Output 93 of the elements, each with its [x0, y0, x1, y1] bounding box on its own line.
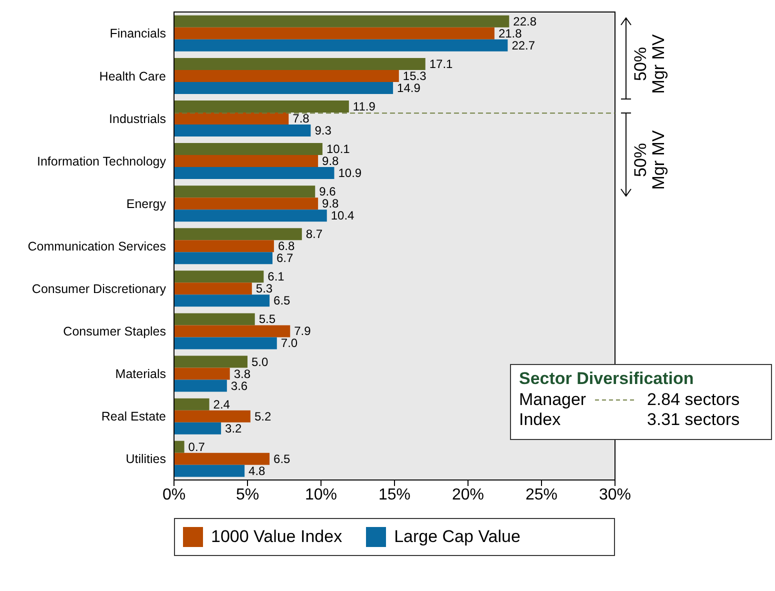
data-label: 10.4: [330, 208, 355, 223]
y-tick-label: Consumer Discretionary: [32, 282, 167, 296]
bar: [174, 82, 394, 94]
x-tick-label: 15%: [378, 486, 411, 504]
x-tick-label: 5%: [236, 486, 260, 504]
data-label: 9.3: [314, 123, 332, 138]
data-label: 5.5: [258, 312, 276, 326]
x-tick-label: 10%: [304, 486, 338, 504]
legend-label: Large Cap Value: [394, 527, 520, 547]
bar: [174, 380, 227, 392]
text: 50% Mgr MV: [631, 130, 668, 190]
data-label: 22.8: [513, 14, 537, 28]
data-label: 7.9: [294, 324, 312, 338]
annotation: Index: [519, 410, 562, 430]
bar: [174, 464, 245, 477]
data-label: 5.3: [256, 282, 273, 296]
data-label: 9.6: [319, 184, 336, 199]
bar: [174, 398, 210, 410]
bar: [174, 167, 334, 180]
data-label: 9.8: [322, 154, 340, 168]
bar: [174, 270, 264, 283]
bar: [174, 186, 316, 198]
data-label: 14.9: [397, 80, 421, 95]
data-label: 17.1: [429, 56, 454, 71]
data-label: 9.8: [322, 196, 340, 211]
bar: [174, 282, 252, 295]
bar: [174, 143, 322, 156]
y-tick-label: Industrials: [109, 112, 166, 126]
data-label: 22.7: [512, 38, 536, 52]
data-label: 10.1: [326, 142, 350, 156]
bar: [174, 410, 250, 422]
y-tick-label: Real Estate: [101, 410, 166, 424]
data-label: 6.7: [276, 251, 294, 266]
bar: [174, 422, 222, 434]
y-tick-label: Information Technology: [36, 154, 167, 168]
bar: [174, 100, 349, 112]
data-label: 11.9: [352, 99, 376, 114]
bar: [174, 452, 270, 465]
y-tick-label: Communication Services: [28, 239, 166, 254]
data-label: 5.0: [252, 354, 269, 369]
data-label: 6.8: [278, 239, 295, 254]
bar: [174, 325, 290, 338]
bar: [174, 337, 277, 350]
bar: [174, 39, 508, 52]
data-label: 5.2: [254, 409, 272, 424]
annotation: Sector Diversification: [519, 369, 695, 389]
bar: [174, 228, 302, 240]
legend-label: 1000 Value Index: [211, 527, 342, 547]
bar: [174, 240, 274, 252]
data-label: 2.4: [213, 397, 230, 412]
x-tick-label: 20%: [452, 486, 484, 504]
data-label: 3.8: [234, 366, 251, 381]
bar: [174, 15, 510, 28]
bar: [174, 155, 318, 168]
data-label: 0.7: [188, 440, 206, 454]
text: 3.31 sectors: [647, 410, 740, 430]
data-label: 6.5: [274, 452, 291, 466]
bar: [174, 58, 426, 70]
bar: [174, 368, 230, 380]
annotation: Manager: [519, 390, 588, 410]
bar: [174, 70, 399, 82]
bar: [174, 210, 327, 222]
data-label: 10.9: [338, 166, 362, 180]
bar: [174, 112, 289, 124]
data-label: 15.3: [402, 68, 427, 83]
bar: [174, 198, 318, 210]
x-tick-label: 30%: [598, 486, 632, 504]
data-label: 4.8: [248, 464, 266, 478]
bar: [174, 313, 255, 326]
y-tick-label: Consumer Staples: [63, 324, 166, 339]
y-tick-label: Financials: [110, 26, 166, 41]
bar: [174, 27, 494, 40]
x-tick-label: 0%: [162, 486, 186, 504]
bar: [174, 440, 184, 453]
data-label: 6.5: [274, 294, 291, 308]
y-tick-label: Energy: [126, 196, 167, 211]
data-label: 3.2: [225, 421, 242, 436]
bar: [174, 124, 311, 136]
bar: [174, 252, 272, 264]
bar: [174, 294, 270, 307]
data-label: 3.6: [230, 378, 248, 393]
data-label: 8.7: [306, 227, 323, 242]
y-tick-label: Health Care: [99, 69, 166, 84]
y-tick-label: Materials: [115, 367, 166, 382]
x-tick-label: 25%: [525, 486, 558, 504]
y-tick-label: Utilities: [126, 452, 166, 466]
text: 2.84 sectors: [647, 390, 740, 410]
data-label: 7.0: [280, 336, 298, 350]
data-label: 21.8: [498, 26, 522, 40]
bar: [174, 356, 248, 368]
data-label: 6.1: [268, 270, 285, 284]
text: 50% Mgr MV: [631, 34, 668, 94]
data-label: 7.8: [292, 111, 310, 126]
